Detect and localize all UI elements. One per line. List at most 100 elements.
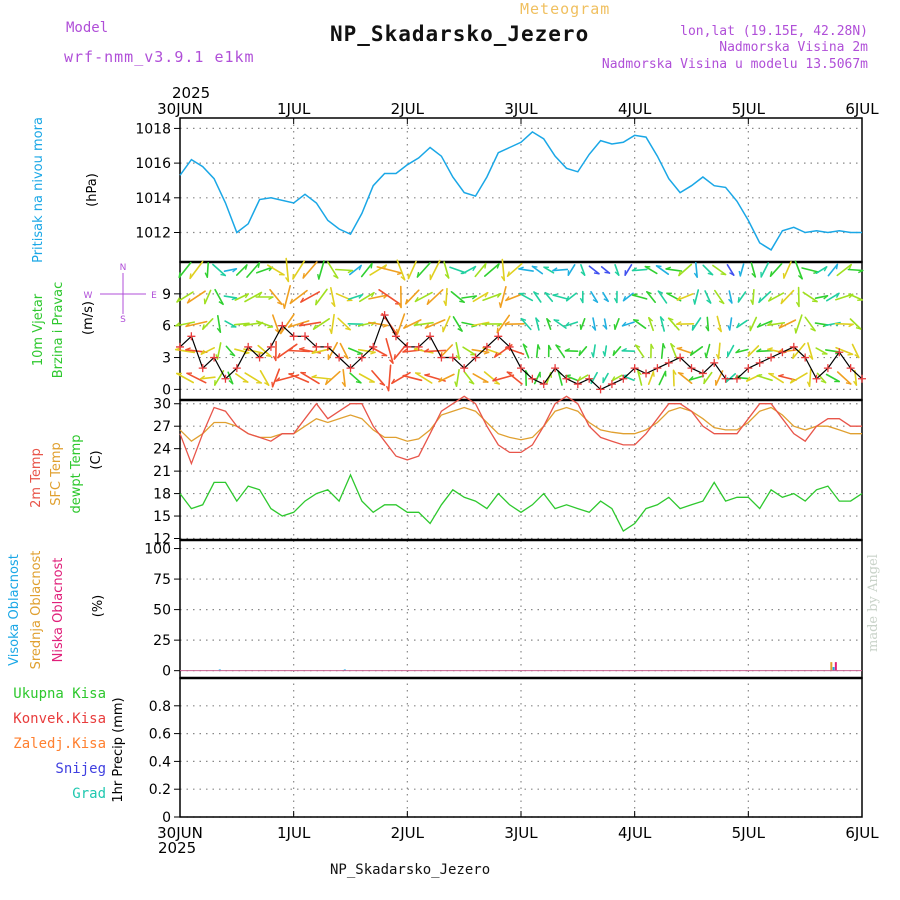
- wind-speed-marker: [460, 364, 469, 373]
- wind-arrow: [565, 292, 578, 302]
- wind-arrow: [472, 373, 489, 383]
- wind-arrow: [369, 264, 388, 276]
- wind-arrow-head: [706, 299, 712, 304]
- wind-arrow: [768, 372, 784, 384]
- wind-arrow: [760, 262, 770, 278]
- wind-speed-marker: [437, 353, 446, 362]
- wind-arrow: [288, 373, 310, 383]
- wind-arrow-head: [656, 265, 662, 268]
- wind-arrow: [426, 288, 444, 306]
- wind-arrow: [756, 320, 773, 328]
- wind-arrow-head: [228, 379, 234, 385]
- y-tick-label: 3: [162, 351, 171, 367]
- wind-arrow-head: [231, 297, 237, 301]
- y-tick-label: 0: [162, 382, 171, 398]
- wind-arrow: [255, 320, 274, 328]
- wind-speed-marker: [221, 374, 230, 383]
- wind-arrow-head: [738, 270, 741, 277]
- cloud-bar-2: [834, 662, 837, 671]
- wind-arrow-head: [705, 326, 709, 331]
- wind-arrow-head: [848, 323, 854, 328]
- wind-axis-title: 10m Vjetar: [31, 293, 46, 366]
- wind-arrow: [614, 317, 620, 331]
- wind-arrow: [347, 347, 364, 355]
- wind-arrow: [603, 345, 608, 357]
- wind-arrow-head: [506, 271, 510, 277]
- wind-arrow: [504, 347, 525, 355]
- wind-arrow-head: [602, 324, 608, 330]
- wind-arrow-head: [650, 344, 655, 350]
- wind-arrow-head: [311, 374, 317, 378]
- wind-arrow: [445, 287, 448, 307]
- wind-arrow: [577, 374, 589, 382]
- wind-arrow-head: [232, 268, 237, 273]
- wind-arrow-head: [845, 382, 851, 385]
- wind-arrow: [189, 260, 204, 280]
- wind-arrow-head: [660, 316, 665, 322]
- wind-arrow-head: [272, 355, 277, 361]
- low-cloud-axis-title: Niska Oblacnost: [51, 558, 66, 663]
- wind-arrow: [429, 259, 441, 281]
- meteogram-label: Meteogram: [520, 0, 611, 18]
- wind-arrow-head: [393, 354, 396, 360]
- wind-arrow-head: [216, 327, 221, 333]
- wind-speed-marker: [471, 353, 480, 362]
- wind-arrow: [423, 349, 447, 353]
- wind-arrow: [634, 344, 645, 358]
- wind-arrow-head: [288, 323, 293, 328]
- y-tick-label: 18: [153, 487, 171, 503]
- wind-arrow: [580, 317, 586, 331]
- year-label-bottom: 2025: [158, 839, 196, 857]
- wind-arrow: [413, 321, 434, 327]
- wind-arrow-head: [579, 297, 584, 303]
- wind-arrow: [688, 375, 705, 381]
- wind-arrow-head: [657, 290, 664, 294]
- wind-arrow-head: [220, 273, 226, 277]
- precip-legend-1: Konvek.Kisa: [13, 711, 106, 727]
- wind-arrow-head: [566, 295, 570, 302]
- wind-arrow: [483, 263, 500, 277]
- wind-arrow: [204, 289, 212, 305]
- wind-arrow-head: [459, 300, 465, 303]
- wind-arrow: [414, 291, 433, 303]
- wind-arrow: [769, 262, 783, 278]
- wind-speed-marker: [335, 353, 344, 362]
- wind-arrow-head: [622, 295, 627, 301]
- wind-arrow: [848, 293, 864, 301]
- wind-arrow-head: [299, 346, 305, 350]
- footer-station: NP_Skadarsko_Jezero: [330, 862, 491, 878]
- wind-arrow: [592, 344, 596, 358]
- wind-arrow: [368, 294, 389, 300]
- wind-arrow: [693, 289, 700, 305]
- wind-arrow: [471, 321, 490, 327]
- wind-arrow-head: [468, 381, 474, 385]
- wind-arrow-head: [496, 323, 502, 327]
- wind-arrow: [851, 343, 860, 359]
- wind-arrow: [689, 345, 704, 357]
- wind-speed-marker: [232, 364, 241, 373]
- wind-arrow-head: [202, 324, 205, 330]
- wind-arrow: [815, 347, 828, 355]
- wind-arrow: [501, 258, 506, 282]
- wind-arrow: [334, 268, 354, 272]
- wind-arrow-head: [329, 328, 333, 334]
- cloud-bar-0: [832, 667, 835, 671]
- wind-arrow: [756, 374, 773, 382]
- wind-arrow-head: [496, 263, 500, 269]
- precip-legend-4: Grad: [72, 786, 106, 802]
- wind-arrow-head: [532, 265, 538, 268]
- wind-arrow: [756, 349, 774, 353]
- wind-arrow-head: [737, 296, 740, 303]
- wind-arrow-head: [704, 352, 707, 358]
- wind-arrow-head: [820, 380, 826, 384]
- wind-arrow: [463, 371, 475, 385]
- wind-arrow: [317, 260, 325, 280]
- wind-arrow: [329, 286, 336, 308]
- wind-arrow: [482, 347, 502, 355]
- x-tick-label-bottom: 6JUL: [845, 824, 879, 842]
- wind-arrow: [324, 370, 341, 386]
- wind-arrow-head: [189, 273, 192, 279]
- wind-arrow: [371, 370, 386, 386]
- wind-speed-marker: [414, 342, 423, 351]
- wind-speed-marker: [732, 374, 741, 383]
